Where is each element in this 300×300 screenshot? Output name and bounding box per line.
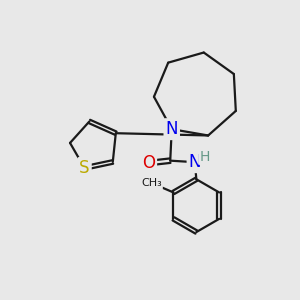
- Text: S: S: [79, 159, 90, 177]
- Text: N: N: [189, 153, 201, 171]
- Text: N: N: [166, 120, 178, 138]
- Text: CH₃: CH₃: [141, 178, 162, 188]
- Text: H: H: [199, 150, 210, 164]
- Text: O: O: [142, 154, 155, 172]
